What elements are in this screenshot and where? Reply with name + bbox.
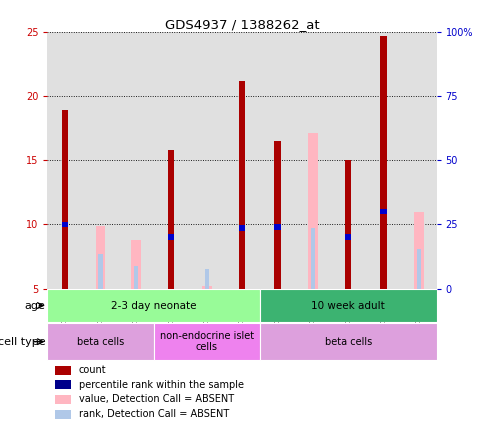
Bar: [47, 32, 83, 288]
Bar: [259, 289, 437, 322]
Text: value, Detection Call = ABSENT: value, Detection Call = ABSENT: [78, 395, 234, 404]
Bar: [55, 395, 71, 404]
Bar: [168, 150, 175, 288]
Bar: [131, 240, 141, 288]
Text: beta cells: beta cells: [324, 337, 372, 347]
Bar: [154, 32, 189, 288]
Bar: [311, 228, 315, 288]
Text: non-endocrine islet
cells: non-endocrine islet cells: [160, 331, 253, 352]
Bar: [55, 380, 71, 390]
Text: percentile rank within the sample: percentile rank within the sample: [78, 380, 244, 390]
Bar: [345, 160, 351, 288]
Bar: [295, 288, 330, 322]
Bar: [168, 234, 175, 240]
Text: 2-3 day neonate: 2-3 day neonate: [111, 301, 196, 310]
Bar: [417, 249, 421, 288]
Text: cell type: cell type: [0, 337, 45, 347]
Bar: [380, 209, 387, 214]
Bar: [366, 32, 401, 288]
Bar: [401, 288, 437, 322]
Bar: [295, 32, 330, 288]
Text: age: age: [25, 301, 45, 310]
Bar: [274, 141, 280, 288]
Bar: [239, 225, 245, 231]
Bar: [83, 288, 118, 322]
Bar: [47, 289, 259, 322]
Bar: [414, 212, 424, 288]
Bar: [47, 288, 83, 322]
Bar: [380, 36, 387, 288]
Bar: [401, 32, 437, 288]
Bar: [308, 133, 318, 288]
Bar: [366, 288, 401, 322]
Bar: [55, 409, 71, 419]
Bar: [205, 269, 209, 288]
Text: rank, Detection Call = ABSENT: rank, Detection Call = ABSENT: [78, 409, 229, 419]
Bar: [202, 286, 212, 288]
Bar: [189, 288, 225, 322]
Bar: [47, 323, 154, 360]
Bar: [259, 32, 295, 288]
Bar: [154, 323, 259, 360]
Title: GDS4937 / 1388262_at: GDS4937 / 1388262_at: [165, 18, 319, 30]
Bar: [259, 323, 437, 360]
Bar: [189, 32, 225, 288]
Bar: [259, 288, 295, 322]
Bar: [345, 234, 351, 240]
Bar: [98, 254, 103, 288]
Text: beta cells: beta cells: [77, 337, 124, 347]
Text: count: count: [78, 365, 106, 375]
Bar: [83, 32, 118, 288]
Bar: [239, 80, 245, 288]
Bar: [154, 288, 189, 322]
Bar: [225, 32, 259, 288]
Bar: [62, 222, 68, 227]
Bar: [330, 32, 366, 288]
Bar: [62, 110, 68, 288]
Bar: [134, 266, 138, 288]
Bar: [95, 226, 105, 288]
Bar: [118, 288, 154, 322]
Bar: [55, 365, 71, 375]
Text: 10 week adult: 10 week adult: [311, 301, 385, 310]
Bar: [274, 224, 280, 230]
Bar: [118, 32, 154, 288]
Bar: [225, 288, 259, 322]
Bar: [330, 288, 366, 322]
